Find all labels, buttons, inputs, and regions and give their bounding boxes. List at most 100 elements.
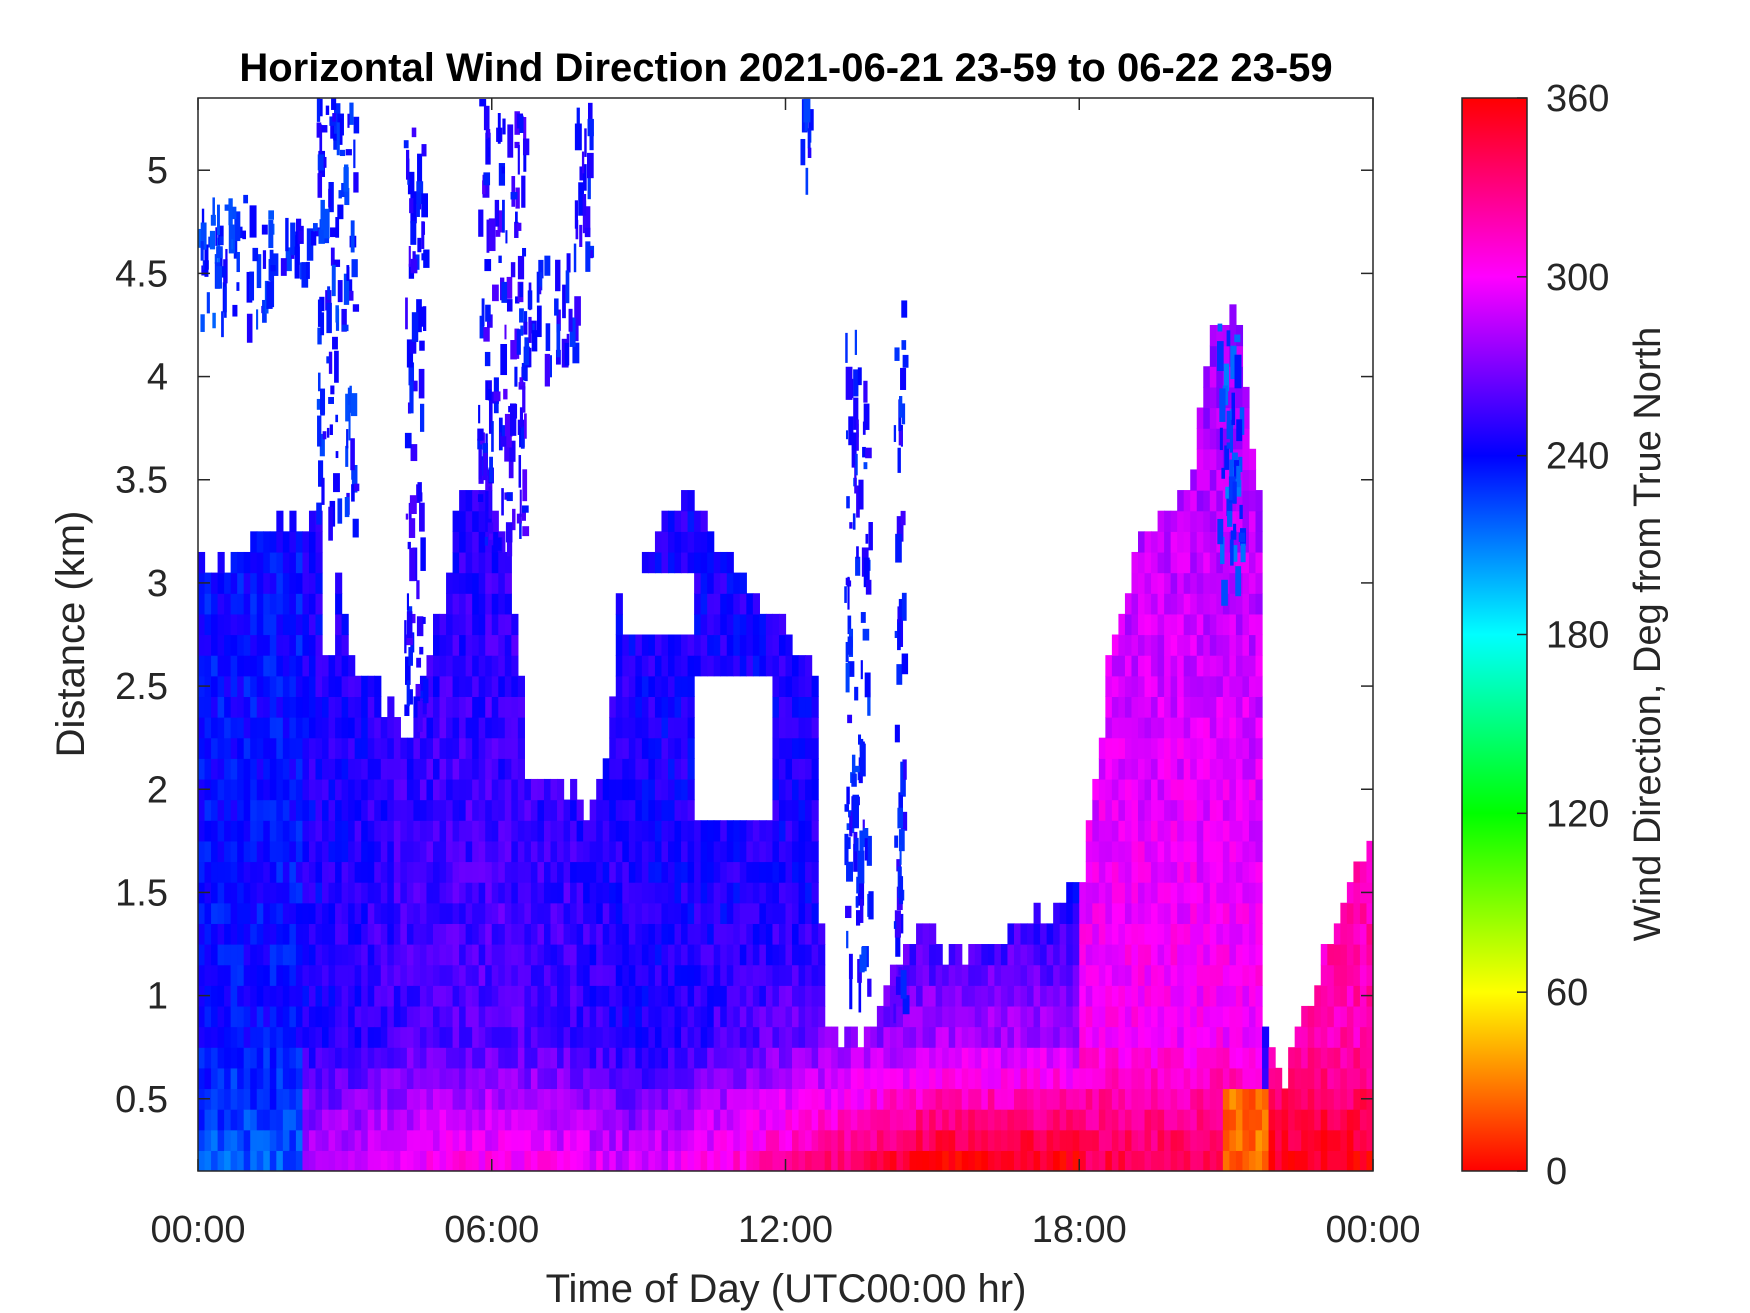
heatmap-cell [1105, 964, 1113, 986]
heatmap-cell [256, 923, 264, 945]
heatmap-cell [337, 280, 343, 303]
heatmap-cell [687, 1129, 695, 1151]
heatmap-cell [916, 1005, 924, 1028]
heatmap-cell [1222, 407, 1230, 429]
heatmap-cell [583, 820, 591, 842]
heatmap-cell [811, 1150, 819, 1171]
heatmap-cell [550, 902, 558, 924]
heatmap-cell [348, 655, 356, 677]
heatmap-cell [889, 1109, 898, 1131]
heatmap-cell [452, 696, 460, 718]
heatmap-cell [211, 964, 219, 986]
heatmap-cell [1053, 964, 1061, 986]
heatmap-cell [1013, 1129, 1022, 1151]
heatmap-cell [1340, 923, 1348, 945]
heatmap-cell [446, 758, 454, 780]
heatmap-cell [589, 820, 597, 842]
heatmap-cell [805, 167, 809, 195]
heatmap-cell [726, 840, 734, 863]
heatmap-cell [530, 1088, 539, 1110]
heatmap-cell [1281, 1088, 1289, 1110]
heatmap-cell [1131, 1109, 1139, 1131]
heatmap-cell [341, 717, 349, 739]
heatmap-cell [269, 1067, 277, 1090]
heatmap-cell [654, 717, 663, 739]
heatmap-cell [862, 446, 866, 458]
heatmap-cell [419, 923, 428, 945]
heatmap-cell [1105, 861, 1113, 883]
heatmap-cell [808, 109, 814, 131]
heatmap-cell [570, 944, 578, 966]
heatmap-cell [902, 759, 907, 780]
heatmap-cell [266, 281, 273, 309]
heatmap-cell [335, 840, 343, 863]
heatmap-cell [348, 799, 356, 821]
heatmap-cell [217, 902, 225, 924]
heatmap-cell [315, 593, 323, 615]
heatmap-cell [224, 286, 227, 318]
heatmap-cell [681, 1047, 689, 1069]
heatmap-cell [765, 820, 774, 842]
heatmap-cell [524, 923, 532, 945]
heatmap-cell [935, 944, 943, 966]
heatmap-cell [641, 840, 650, 863]
heatmap-cell [1359, 944, 1368, 966]
heatmap-cell [504, 1026, 512, 1048]
heatmap-cell [863, 380, 868, 403]
heatmap-cell [1190, 758, 1198, 780]
heatmap-cell [1157, 799, 1165, 821]
heatmap-cell [517, 1150, 525, 1171]
heatmap-cell [289, 758, 297, 780]
heatmap-cell [1105, 923, 1113, 945]
heatmap-cell [876, 1129, 885, 1151]
heatmap-cell [1340, 944, 1348, 966]
heatmap-cell [811, 1026, 819, 1048]
heatmap-cell [609, 964, 617, 986]
heatmap-cell [1144, 593, 1152, 615]
heatmap-cell [1170, 985, 1178, 1007]
heatmap-cell [335, 1005, 343, 1028]
heatmap-cell [674, 902, 682, 924]
heatmap-cell [230, 1088, 238, 1110]
heatmap-cell [415, 683, 421, 697]
heatmap-cell [1118, 1067, 1126, 1090]
heatmap-cell [1177, 758, 1185, 780]
heatmap-cell [831, 1067, 839, 1090]
heatmap-cell [439, 882, 447, 904]
heatmap-cell [256, 861, 264, 883]
heatmap-cell [1157, 1067, 1165, 1090]
heatmap-cell [439, 1129, 447, 1151]
heatmap-cell [859, 830, 864, 854]
heatmap-cell [504, 985, 512, 1007]
heatmap-cell [506, 299, 513, 312]
heatmap-cell [707, 923, 715, 945]
heatmap-cell [352, 304, 360, 312]
heatmap-cell [1144, 944, 1152, 966]
heatmap-cell [576, 1067, 584, 1090]
heatmap-cell [1229, 1026, 1237, 1048]
heatmap-cell [668, 799, 676, 821]
heatmap-cell [537, 861, 545, 883]
heatmap-cell [720, 882, 728, 904]
heatmap-cell [1281, 1150, 1289, 1171]
heatmap-cell [1046, 1067, 1054, 1090]
heatmap-cell [1340, 1067, 1348, 1090]
heatmap-cell [1229, 985, 1237, 1007]
heatmap-cell [1059, 1026, 1067, 1048]
heatmap-cell [237, 758, 245, 780]
heatmap-cell [798, 1026, 806, 1048]
heatmap-cell [1248, 882, 1257, 904]
heatmap-cell [902, 403, 906, 425]
heatmap-cell [1118, 634, 1126, 656]
heatmap-cell [1235, 840, 1244, 863]
heatmap-cell [295, 799, 304, 821]
heatmap-cell [504, 737, 512, 759]
heatmap-cell [387, 820, 395, 842]
heatmap-cell [739, 613, 747, 636]
heatmap-cell [1222, 882, 1230, 904]
heatmap-cell [765, 613, 774, 636]
heatmap-cell [1144, 1067, 1152, 1090]
heatmap-cell [857, 850, 865, 884]
heatmap-cell [335, 944, 343, 966]
heatmap-cell [411, 380, 418, 392]
